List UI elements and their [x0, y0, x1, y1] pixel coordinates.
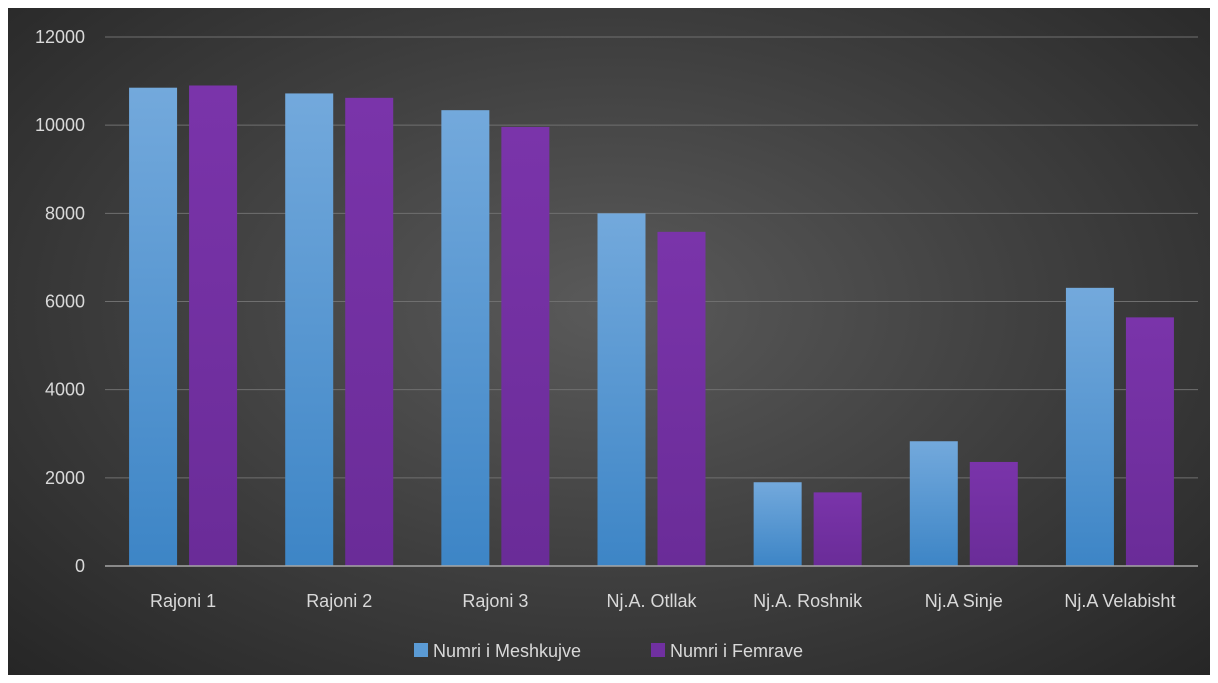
bar-meshkuj: [597, 213, 646, 567]
bar-femra: [813, 492, 862, 566]
legend-swatch: [651, 643, 665, 657]
bar-meshkuj: [285, 93, 334, 566]
x-tick-label: Rajoni 3: [462, 591, 528, 611]
y-tick-label: 10000: [35, 115, 85, 135]
x-tick-label: Nj.A Velabisht: [1064, 591, 1175, 611]
bars: [129, 85, 1174, 567]
y-axis-ticks: 0 2000 4000 6000 8000 10000 12000: [35, 27, 85, 576]
y-tick-label: 4000: [45, 380, 85, 400]
bar-meshkuj: [129, 87, 178, 566]
legend-swatch: [414, 643, 428, 657]
x-axis-ticks: Rajoni 1 Rajoni 2 Rajoni 3 Nj.A. Otllak Nj.A…: [150, 591, 1175, 611]
bar-femra: [1125, 317, 1174, 566]
y-tick-label: 0: [75, 556, 85, 576]
bar-femra: [969, 461, 1018, 566]
x-tick-label: Nj.A Sinje: [925, 591, 1003, 611]
y-tick-label: 8000: [45, 203, 85, 223]
y-tick-label: 2000: [45, 468, 85, 488]
bar-femra: [657, 231, 706, 566]
legend: Numri i Meshkujve Numri i Femrave: [414, 641, 803, 661]
x-tick-label: Nj.A. Roshnik: [753, 591, 863, 611]
bar-femra: [345, 97, 394, 567]
gridlines: [105, 36, 1198, 479]
x-tick-label: Rajoni 2: [306, 591, 372, 611]
bar-femra: [501, 126, 550, 567]
bar-meshkuj: [441, 110, 490, 566]
legend-label: Numri i Femrave: [670, 641, 803, 661]
bar-meshkuj: [1065, 287, 1114, 566]
y-tick-label: 12000: [35, 27, 85, 47]
legend-label: Numri i Meshkujve: [433, 641, 581, 661]
y-tick-label: 6000: [45, 292, 85, 312]
x-tick-label: Rajoni 1: [150, 591, 216, 611]
x-tick-label: Nj.A. Otllak: [606, 591, 697, 611]
bar-meshkuj: [909, 441, 958, 566]
bar-femra: [189, 85, 238, 566]
bar-meshkuj: [753, 482, 802, 566]
